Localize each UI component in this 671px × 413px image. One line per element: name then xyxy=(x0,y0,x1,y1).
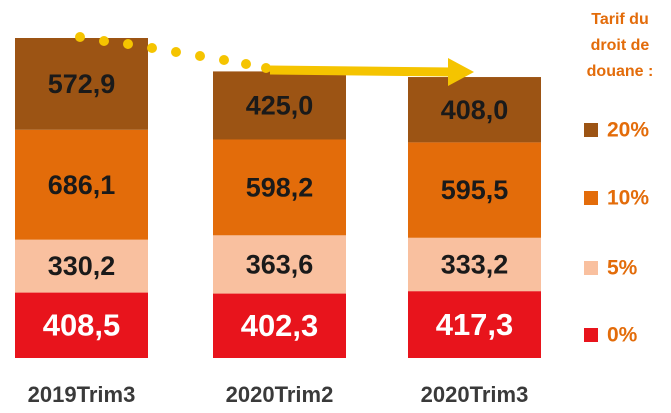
bar-segment xyxy=(408,77,541,143)
dot xyxy=(75,32,85,42)
value-label: 598,2 xyxy=(246,173,314,203)
bars xyxy=(15,38,541,358)
legend-label: 5% xyxy=(607,257,638,280)
bar-segment xyxy=(408,142,541,238)
bar-segment xyxy=(15,292,148,358)
value-label: 408,5 xyxy=(43,307,121,342)
legend-label: 20% xyxy=(607,119,649,142)
value-label: 572,9 xyxy=(48,69,116,99)
x-tick-label: 2019Trim3 xyxy=(28,382,136,407)
dot xyxy=(123,39,133,49)
value-label: 333,2 xyxy=(441,250,509,280)
bar-segment xyxy=(408,291,541,358)
value-label: 686,1 xyxy=(48,170,116,200)
value-label: 402,3 xyxy=(241,308,319,343)
legend-label: 0% xyxy=(607,324,638,347)
x-tick-label: 2020Trim3 xyxy=(421,382,529,407)
bar-segment xyxy=(213,235,346,294)
bar-segment xyxy=(408,237,541,292)
dot xyxy=(147,43,157,53)
legend-title: douane : xyxy=(587,63,654,80)
legend-swatch xyxy=(584,123,598,137)
trend-arrow xyxy=(75,32,474,86)
dot xyxy=(195,51,205,61)
dot xyxy=(241,59,251,69)
legend-swatch xyxy=(584,261,598,275)
legend-title: Tarif du xyxy=(591,11,648,28)
legend-label: 10% xyxy=(607,187,649,210)
bar-segment xyxy=(213,293,346,358)
dot xyxy=(261,63,271,73)
arrow-head xyxy=(448,58,474,86)
value-label: 595,5 xyxy=(441,175,509,205)
bar-segment xyxy=(15,38,148,130)
dot xyxy=(171,47,181,57)
bar-segment xyxy=(213,71,346,140)
bar-segment xyxy=(15,239,148,293)
bar-segment xyxy=(213,139,346,236)
value-label: 425,0 xyxy=(246,91,314,121)
arrow-line xyxy=(269,65,453,77)
dot xyxy=(219,55,229,65)
value-label: 363,6 xyxy=(246,250,314,280)
dot xyxy=(99,36,109,46)
x-tick-label: 2020Trim2 xyxy=(226,382,334,407)
legend-swatch xyxy=(584,191,598,205)
value-label: 417,3 xyxy=(436,307,514,342)
value-label: 408,0 xyxy=(441,95,509,125)
bar-segment xyxy=(15,129,148,240)
legend-title: droit de xyxy=(591,37,650,54)
value-label: 330,2 xyxy=(48,251,116,281)
legend-swatch xyxy=(584,328,598,342)
